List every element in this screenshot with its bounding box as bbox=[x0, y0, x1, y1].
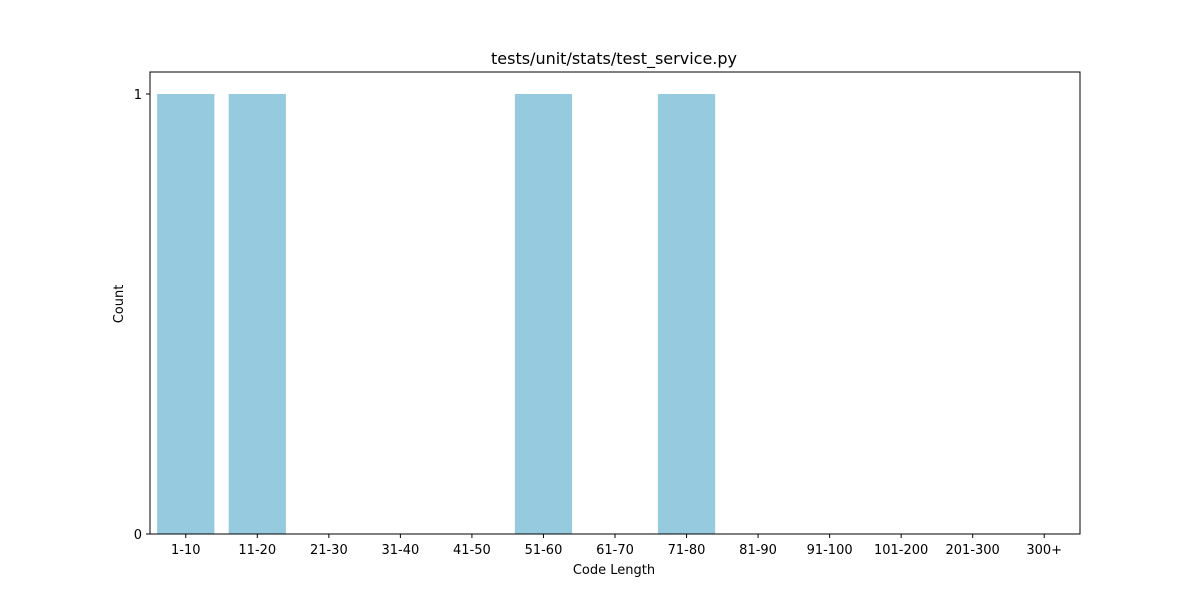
x-tick-label: 11-20 bbox=[238, 543, 276, 558]
bar-1-10 bbox=[157, 94, 215, 534]
x-tick-label: 81-90 bbox=[739, 543, 777, 558]
chart-title: tests/unit/stats/test_service.py bbox=[491, 49, 737, 69]
plot-frame bbox=[149, 71, 1081, 535]
bars-layer bbox=[157, 94, 716, 534]
y-tick-label: 0 bbox=[134, 528, 142, 543]
x-tick-label: 300+ bbox=[1026, 543, 1062, 558]
x-tick-label: 101-200 bbox=[874, 543, 928, 558]
bar-71-80 bbox=[657, 94, 716, 534]
y-axis-label: Count bbox=[112, 285, 127, 324]
x-tick-label: 31-40 bbox=[381, 543, 419, 558]
x-tick-label: 41-50 bbox=[453, 543, 491, 558]
x-ticks-layer: 1-10 11-20 21-30 31-40 41-50 51-60 61-70 71-80 8… bbox=[171, 534, 1062, 558]
x-tick-label: 51-60 bbox=[525, 543, 563, 558]
x-tick-label: 71-80 bbox=[668, 543, 706, 558]
bar-11-20 bbox=[228, 94, 286, 534]
y-tick-label: 1 bbox=[134, 88, 142, 103]
x-tick-label: 201-300 bbox=[946, 543, 1000, 558]
y-ticks-layer: 01 bbox=[134, 88, 150, 543]
bar-51-60 bbox=[514, 94, 573, 534]
x-tick-label: 21-30 bbox=[310, 543, 348, 558]
x-tick-label: 1-10 bbox=[171, 543, 201, 558]
x-tick-label: 91-100 bbox=[807, 543, 853, 558]
x-axis-label: Code Length bbox=[573, 563, 655, 578]
x-tick-label: 61-70 bbox=[596, 543, 634, 558]
